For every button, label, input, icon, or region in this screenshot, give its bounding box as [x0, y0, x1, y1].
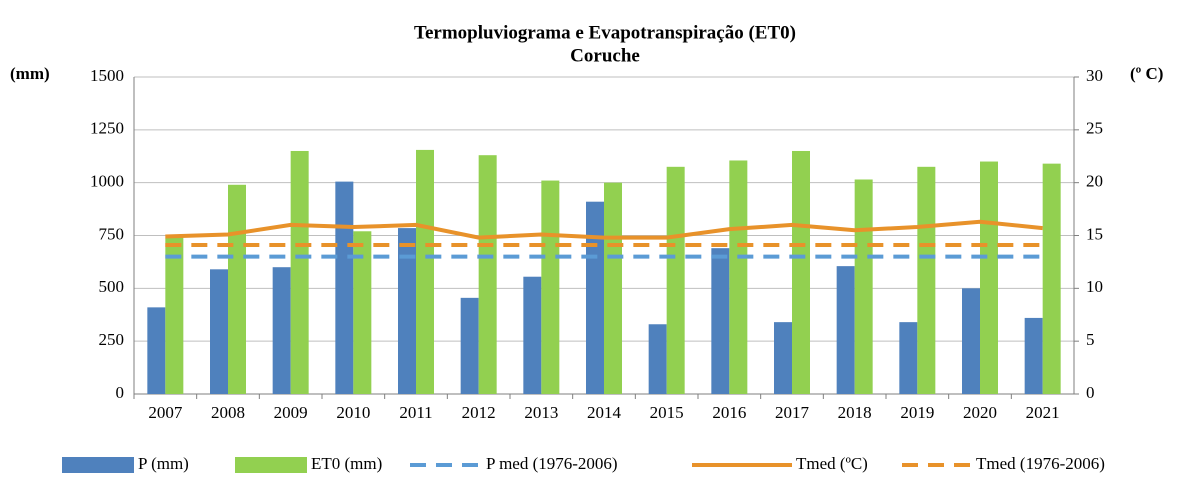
x-tick-label: 2011 — [399, 403, 432, 422]
x-tick-label: 2016 — [712, 403, 746, 422]
x-tick-label: 2010 — [336, 403, 370, 422]
bar — [899, 322, 918, 394]
line — [165, 219, 1043, 240]
x-tick-label: 2008 — [211, 403, 245, 422]
x-tick-label: 2017 — [775, 403, 810, 422]
bar — [1042, 163, 1061, 394]
bar — [711, 248, 730, 394]
y2-tick-label: 20 — [1086, 172, 1103, 191]
bar — [586, 201, 604, 394]
x-tick-label: 2013 — [524, 403, 558, 422]
y-tick-label: 750 — [99, 224, 125, 243]
bar — [854, 179, 873, 394]
legend-label: Tmed (ºC) — [796, 454, 868, 473]
legend-label: P med (1976-2006) — [486, 454, 618, 473]
bar — [478, 155, 497, 394]
bar — [1024, 317, 1043, 394]
bar — [541, 180, 560, 394]
bar — [523, 276, 542, 394]
bar — [147, 307, 166, 394]
legend-label: P (mm) — [138, 454, 189, 473]
bar — [272, 267, 291, 394]
bar — [917, 166, 936, 394]
bar — [210, 269, 228, 394]
bar — [666, 166, 685, 394]
bar — [792, 150, 810, 394]
x-tick-label: 2019 — [900, 403, 934, 422]
y2-tick-label: 10 — [1086, 277, 1103, 296]
bar — [290, 150, 309, 394]
bar — [353, 231, 372, 394]
y2-tick-label: 30 — [1086, 66, 1103, 85]
legend-swatch — [235, 457, 307, 473]
y2-tick-label: 15 — [1086, 224, 1103, 243]
x-tick-label: 2015 — [650, 403, 684, 422]
x-tick-label: 2020 — [963, 403, 997, 422]
y-tick-label: 250 — [99, 330, 125, 349]
y-tick-label: 1500 — [90, 66, 124, 85]
bar — [980, 161, 998, 394]
bar — [335, 181, 354, 394]
bar — [729, 160, 748, 394]
y-tick-label: 1000 — [90, 172, 124, 191]
bar — [165, 237, 184, 394]
x-tick-label: 2018 — [838, 403, 872, 422]
bar — [604, 182, 622, 394]
bar — [398, 228, 416, 394]
bar — [836, 266, 855, 394]
x-tick-label: 2007 — [148, 403, 183, 422]
bar — [416, 149, 434, 394]
y-tick-label: 500 — [99, 277, 125, 296]
bar — [962, 288, 980, 394]
chart-subtitle: Coruche — [570, 45, 640, 66]
chart-title: Termopluviograma e Evapotranspiração (ET… — [414, 22, 796, 43]
y2-tick-label: 25 — [1086, 119, 1103, 138]
y-tick-label: 1250 — [90, 119, 124, 138]
legend-swatch — [62, 457, 134, 473]
y2-tick-label: 5 — [1086, 330, 1095, 349]
legend-label: Tmed (1976-2006) — [976, 454, 1105, 473]
bar — [774, 322, 792, 394]
y2-tick-label: 0 — [1086, 383, 1095, 402]
bar — [228, 184, 246, 394]
bar — [648, 324, 667, 394]
x-tick-label: 2012 — [462, 403, 496, 422]
y-axis-label: (mm) — [10, 64, 50, 83]
legend-label: ET0 (mm) — [311, 454, 382, 473]
x-tick-label: 2014 — [587, 403, 622, 422]
y2-axis-label: (º C) — [1130, 64, 1163, 83]
x-tick-label: 2009 — [274, 403, 308, 422]
bar — [460, 297, 479, 394]
x-tick-label: 2021 — [1026, 403, 1060, 422]
y-tick-label: 0 — [116, 383, 125, 402]
